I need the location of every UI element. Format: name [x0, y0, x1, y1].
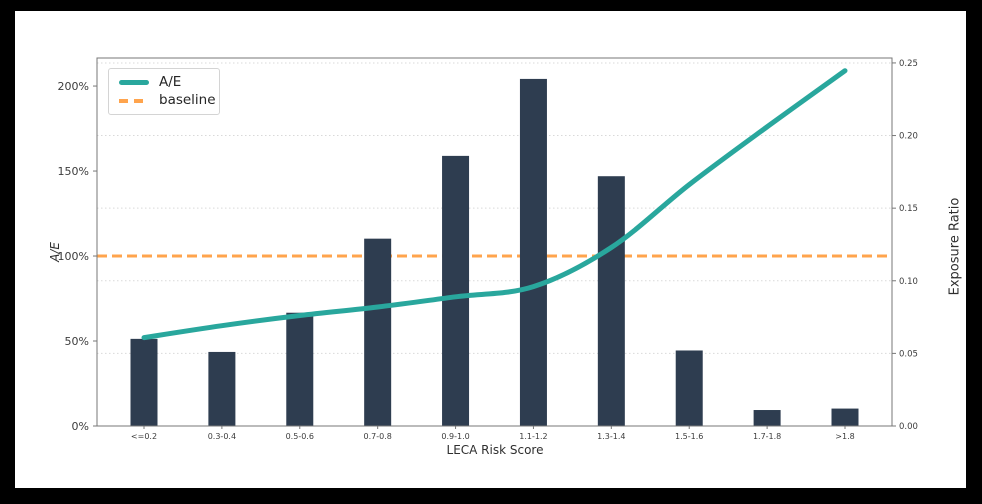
ae-line-swatch-icon [119, 79, 149, 85]
left-tick-label: 0% [72, 420, 89, 433]
x-tick-label: >1.8 [835, 432, 854, 441]
left-tick-label: 50% [65, 335, 89, 348]
exposure-bar [208, 351, 236, 426]
exposure-bar [286, 312, 314, 426]
x-tick-label: 1.3-1.4 [597, 432, 625, 441]
exposure-bar [519, 78, 547, 427]
x-tick-label: 0.5-0.6 [286, 432, 314, 441]
x-tick-label: <=0.2 [131, 432, 157, 441]
exposure-bar [675, 350, 703, 426]
baseline-dash-swatch-icon [119, 99, 149, 103]
right-axis-title: Exposure Ratio [947, 197, 963, 296]
right-tick-label: 0.15 [899, 204, 918, 214]
legend: A/E baseline [108, 68, 220, 115]
x-tick-label: 0.3-0.4 [208, 432, 236, 441]
legend-label-baseline: baseline [159, 92, 216, 108]
plot-border [96, 57, 893, 427]
exposure-bar [442, 155, 470, 427]
legend-item-baseline: baseline [119, 92, 219, 108]
legend-item-ae: A/E [119, 73, 219, 90]
exposure-bar [597, 176, 625, 426]
x-tick-label: 1.5-1.6 [675, 432, 703, 441]
right-tick-label: 0.20 [899, 132, 918, 142]
left-tick-label: 150% [58, 165, 89, 178]
x-tick-label: 1.7-1.8 [753, 432, 781, 441]
right-tick-label: 0.10 [899, 277, 918, 287]
left-axis-title: A/E [48, 242, 62, 262]
right-tick-label: 0.05 [899, 349, 918, 359]
combo-chart-plot: 0% 50% 100% 150% 200% 0.00 0.05 0.10 0.15 0.20 0.2… [58, 57, 918, 441]
left-tick-label: 200% [58, 80, 89, 93]
right-tick-label: 0.25 [899, 59, 918, 69]
x-tick-label: 1.1-1.2 [519, 432, 547, 441]
chart-figure: 0% 50% 100% 150% 200% 0.00 0.05 0.10 0.15 0.20 0.2… [15, 11, 966, 488]
ae-line [141, 68, 848, 341]
left-tick-label: 100% [58, 250, 89, 263]
x-tick-label: 0.9-1.0 [441, 432, 469, 441]
exposure-bar [753, 410, 781, 426]
x-tick-label: 0.7-0.8 [363, 432, 391, 441]
exposure-bar [831, 408, 859, 426]
x-axis-title: LECA Risk Score [446, 443, 544, 457]
exposure-bar [364, 238, 392, 426]
legend-label-ae: A/E [159, 73, 182, 90]
right-tick-label: 0.00 [899, 422, 918, 432]
exposure-bar [130, 338, 158, 426]
